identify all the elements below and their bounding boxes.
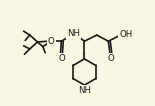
Text: O: O — [58, 54, 65, 63]
Text: NH: NH — [67, 29, 80, 38]
Text: OH: OH — [119, 30, 133, 39]
Text: O: O — [107, 54, 114, 63]
Text: O: O — [48, 37, 55, 46]
Text: NH: NH — [78, 86, 91, 95]
